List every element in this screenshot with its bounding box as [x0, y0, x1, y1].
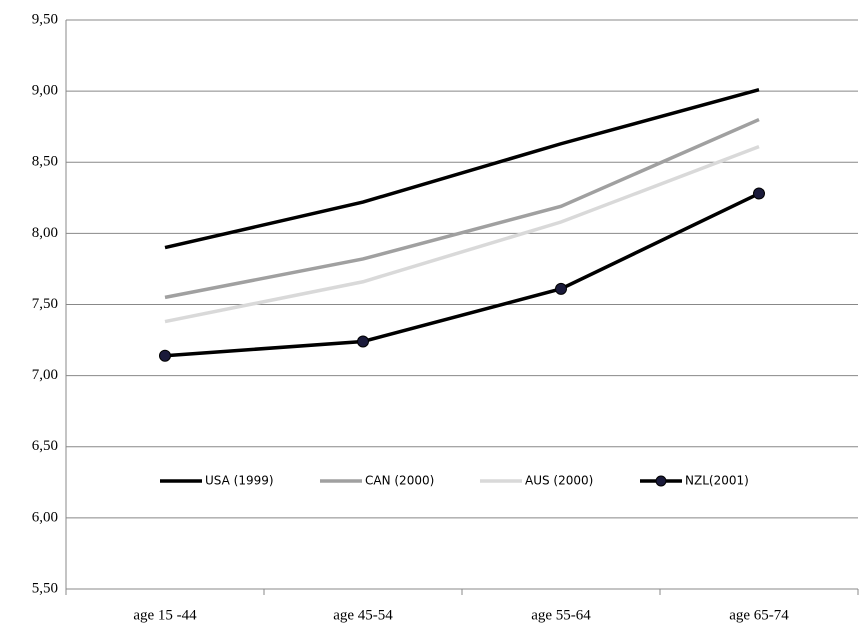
series-line — [164, 144, 760, 324]
legend-label: NZL(2001) — [685, 474, 749, 488]
legend-label: CAN (2000) — [365, 474, 434, 488]
legend-label: AUS (2000) — [525, 474, 593, 488]
marker — [159, 349, 171, 362]
marker — [357, 335, 369, 348]
y-tick-label: 6,00 — [32, 509, 58, 525]
series-line — [164, 88, 760, 250]
y-tick-label: 5,50 — [32, 580, 58, 596]
y-tick-label: 9,00 — [32, 83, 58, 99]
series-line — [164, 117, 760, 300]
x-tick-label: age 55-64 — [531, 607, 591, 623]
y-tick-label: 7,00 — [32, 367, 58, 383]
x-tick-label: age 65-74 — [729, 607, 789, 623]
y-tick-label: 8,00 — [32, 225, 58, 241]
marker — [753, 187, 765, 200]
series-line — [164, 191, 760, 358]
y-tick-label: 9,50 — [32, 11, 58, 27]
y-tick-label: 8,50 — [32, 154, 58, 170]
y-tick-label: 6,50 — [32, 438, 58, 454]
marker — [555, 282, 567, 295]
legend-label: USA (1999) — [205, 474, 274, 488]
legend-marker — [655, 475, 667, 487]
y-tick-label: 7,50 — [32, 296, 58, 312]
x-tick-label: age 15 -44 — [133, 607, 197, 623]
x-tick-label: age 45-54 — [333, 607, 393, 623]
